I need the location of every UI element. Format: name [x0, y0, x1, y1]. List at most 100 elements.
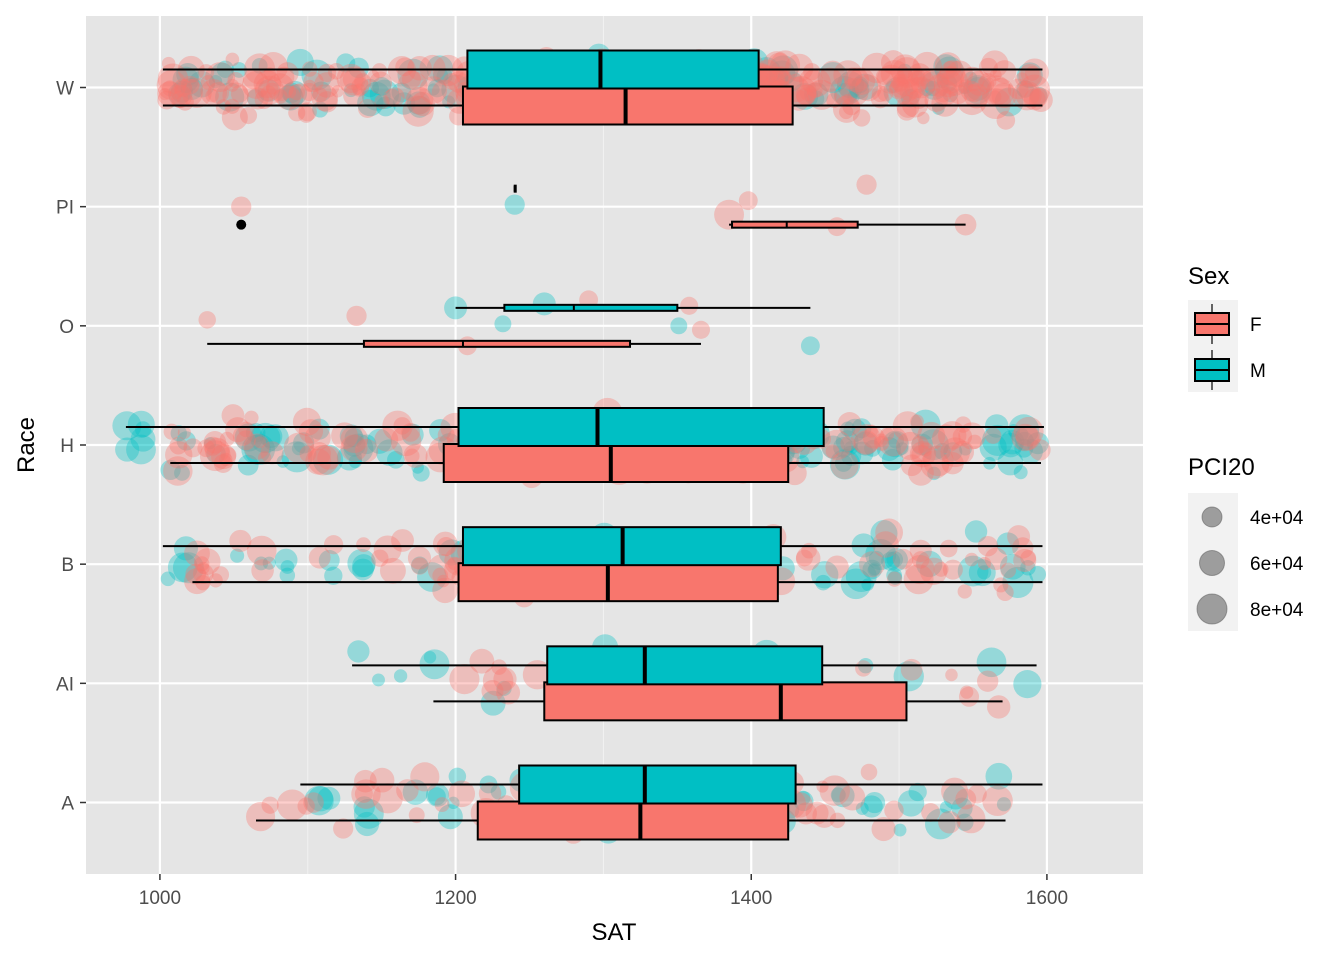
data-point	[250, 422, 281, 454]
data-point	[738, 191, 758, 211]
data-point	[208, 573, 223, 588]
data-point	[339, 66, 369, 96]
box	[503, 303, 679, 312]
legend-sex-title: Sex	[1188, 263, 1229, 290]
data-point	[852, 109, 871, 127]
data-point	[308, 418, 330, 440]
data-point	[793, 791, 814, 812]
data-point	[964, 71, 978, 85]
data-point	[258, 52, 289, 82]
data-point	[977, 75, 995, 93]
data-point	[875, 518, 904, 547]
data-point	[303, 71, 324, 93]
data-point	[1007, 525, 1031, 549]
box	[442, 443, 790, 483]
data-point	[1018, 63, 1042, 88]
data-point	[804, 82, 829, 107]
data-point	[209, 74, 223, 89]
data-point	[301, 59, 333, 91]
data-point	[372, 76, 392, 96]
data-point	[958, 79, 973, 94]
data-point	[977, 565, 992, 580]
data-point	[115, 437, 140, 462]
data-point	[170, 80, 193, 103]
data-point	[901, 89, 920, 108]
data-point	[958, 82, 971, 95]
data-point	[254, 90, 274, 110]
data-point	[427, 83, 440, 96]
data-point	[889, 77, 910, 98]
data-point	[225, 78, 239, 92]
legend-size-title: PCI20	[1188, 454, 1255, 481]
boxplot-F-O	[207, 339, 701, 348]
data-point	[960, 80, 982, 102]
data-point	[291, 441, 306, 456]
data-point	[283, 432, 315, 464]
data-point	[346, 305, 367, 326]
data-point	[967, 88, 982, 103]
data-point	[423, 651, 437, 664]
data-point	[991, 82, 1017, 109]
data-point	[996, 111, 1016, 130]
data-point	[920, 71, 949, 100]
legend-size-label: 8e+04	[1250, 600, 1304, 621]
data-point	[924, 808, 956, 840]
data-point	[221, 104, 248, 131]
data-point	[935, 86, 952, 103]
data-point	[241, 434, 271, 465]
data-point	[911, 435, 929, 454]
data-point	[257, 79, 281, 102]
data-point	[215, 82, 245, 112]
data-point	[193, 548, 221, 575]
data-point	[276, 455, 290, 468]
data-point	[220, 447, 237, 463]
data-point	[371, 63, 387, 79]
data-point	[340, 425, 369, 454]
data-point	[833, 95, 861, 123]
data-point	[304, 424, 331, 451]
data-point	[853, 430, 879, 456]
data-point	[851, 424, 882, 455]
y-tick-label: O	[59, 317, 74, 338]
data-point	[496, 680, 521, 705]
data-point	[210, 62, 234, 86]
data-point	[354, 811, 380, 837]
data-point	[405, 86, 434, 115]
legend-size-label: 4e+04	[1250, 508, 1304, 529]
data-point	[185, 563, 207, 585]
data-point	[393, 669, 408, 683]
data-point	[1029, 565, 1047, 583]
data-point	[931, 89, 959, 117]
data-point	[982, 785, 1013, 817]
data-point	[956, 813, 974, 832]
data-point	[886, 80, 899, 93]
y-axis: A AI B H O PI W	[56, 79, 86, 815]
data-point	[292, 407, 322, 436]
x-tick-label: 1600	[1026, 888, 1068, 909]
data-point	[795, 546, 821, 571]
data-point	[206, 443, 226, 464]
data-point	[234, 423, 263, 452]
data-point	[354, 769, 377, 793]
data-point	[491, 659, 507, 675]
data-point	[942, 86, 959, 103]
data-point	[432, 567, 449, 584]
data-point	[939, 539, 958, 558]
data-point	[351, 779, 381, 809]
data-point	[112, 411, 142, 441]
data-point	[253, 70, 282, 99]
data-point	[266, 73, 294, 102]
data-point	[766, 66, 790, 91]
data-point	[402, 95, 434, 127]
data-point	[246, 535, 277, 566]
data-point	[950, 440, 975, 464]
data-point	[1015, 427, 1029, 442]
data-point	[347, 548, 376, 578]
data-point	[168, 84, 192, 108]
data-point	[354, 73, 372, 91]
data-point	[367, 70, 380, 83]
data-point	[820, 60, 845, 85]
data-point	[868, 550, 885, 567]
data-point	[917, 421, 946, 450]
data-point	[369, 767, 395, 793]
